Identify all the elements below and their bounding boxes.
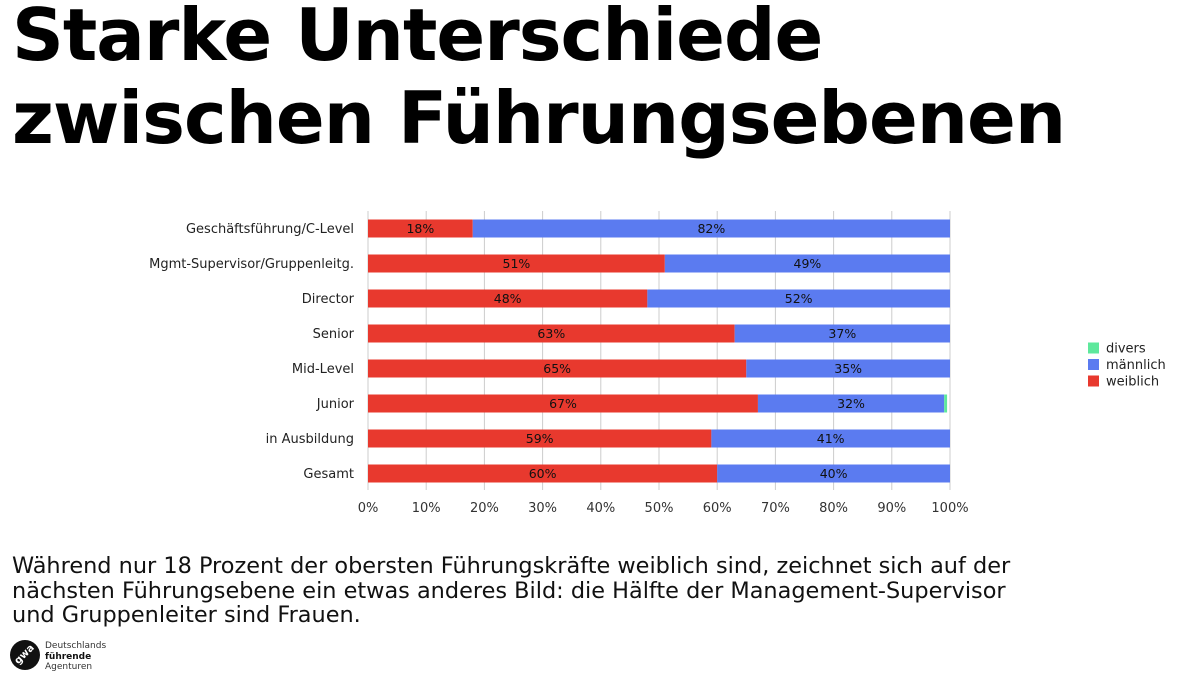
data-label: 35% (834, 361, 862, 376)
caption-line-1: Während nur 18 Prozent der obersten Führ… (12, 553, 1011, 579)
data-label: 52% (785, 291, 813, 306)
legend-swatch (1088, 375, 1099, 387)
x-tick-label: 70% (761, 501, 790, 516)
category-label: Gesamt (303, 467, 354, 482)
category-label: Mid-Level (292, 362, 354, 377)
category-label: Senior (313, 327, 355, 342)
x-tick-label: 60% (703, 501, 732, 516)
bar-segment-maennlich (746, 359, 950, 378)
chart-gridlines (367, 211, 951, 490)
bar-segment-weiblich (368, 219, 473, 238)
x-tick-label: 80% (819, 501, 848, 516)
x-tick-label: 50% (645, 501, 674, 516)
category-label: in Ausbildung (266, 432, 354, 447)
x-tick-label: 0% (358, 501, 379, 516)
x-tick-label: 90% (877, 501, 906, 516)
bar-segment-maennlich (717, 464, 950, 483)
data-label: 65% (543, 361, 571, 376)
logo-line-1: Deutschlands (45, 641, 107, 651)
chart-bars: 18% 82% 51% 49% 48% 52% 63% 37% 65% 35% 67% 32% 59% 4… (368, 219, 950, 483)
data-label: 49% (794, 256, 822, 271)
gwa-logo-mark: gwa (3, 633, 47, 677)
chart-category-labels: Geschäftsführung/C-Level Mgmt-Supervisor/… (149, 222, 355, 482)
bar-segment-divers (944, 394, 948, 413)
logo-line-3: Agenturen (45, 662, 93, 672)
x-tick-label: 40% (586, 501, 615, 516)
x-tick-label: 20% (470, 501, 499, 516)
logo-line-2: führende (45, 651, 92, 662)
caption-line-2: nächsten Führungsebene ein etwas anderes… (12, 577, 1006, 604)
caption-text: Während nur 18 Prozent der obersten Führ… (12, 554, 1197, 628)
x-tick-label: 100% (931, 501, 968, 516)
bar-segment-maennlich (734, 324, 950, 343)
category-label: Mgmt-Supervisor/Gruppenleitg. (149, 257, 354, 272)
bar-segment-weiblich (368, 429, 712, 448)
data-label: 18% (406, 221, 434, 236)
bar-segment-maennlich (757, 394, 945, 413)
legend-label: weiblich (1106, 375, 1159, 390)
page-title: Starke Unterschiede zwischen Führungsebe… (12, 0, 1066, 160)
bar-segment-weiblich (368, 394, 758, 413)
chart-x-tick-labels: 0% 10% 20% 30% 40% 50% 60% 70% 80% 90% 100% (358, 501, 969, 516)
data-label: 63% (537, 326, 565, 341)
data-label: 32% (837, 396, 865, 411)
data-label: 41% (817, 431, 845, 446)
bar-segment-weiblich (368, 289, 648, 308)
x-tick-label: 10% (412, 501, 441, 516)
data-label: 51% (503, 256, 531, 271)
category-label: Director (302, 292, 355, 307)
data-label: 60% (529, 466, 557, 481)
data-label: 59% (526, 431, 554, 446)
data-label: 67% (549, 396, 577, 411)
bar-segment-maennlich (472, 219, 950, 238)
gwa-logo: gwa Deutschlands führende Agenturen (3, 633, 130, 677)
gwa-logo-text: Deutschlands führende Agenturen (45, 641, 106, 673)
data-label: 37% (828, 326, 856, 341)
category-label: Junior (316, 397, 355, 412)
bar-segment-maennlich (647, 289, 950, 308)
title-line-2: zwischen Führungsebenen (12, 76, 1066, 160)
data-label: 82% (697, 221, 725, 236)
stacked-bar-chart: 18% 82% 51% 49% 48% 52% 63% 37% 65% 35% 67% 32% 59% 4… (149, 211, 1166, 516)
caption-line-3: und Gruppenleiter sind Frauen. (12, 602, 361, 628)
data-label: 40% (820, 466, 848, 481)
legend-swatch (1088, 359, 1099, 370)
bar-segment-weiblich (368, 464, 718, 483)
legend-swatch (1088, 342, 1099, 354)
x-tick-label: 30% (528, 501, 557, 516)
bar-segment-maennlich (711, 429, 950, 448)
legend-label: männlich (1106, 358, 1166, 373)
bar-segment-weiblich (368, 359, 747, 378)
category-label: Geschäftsführung/C-Level (186, 222, 354, 237)
data-label: 48% (494, 291, 522, 306)
legend-label: divers (1106, 342, 1146, 357)
bar-segment-weiblich (368, 324, 735, 343)
title-line-1: Starke Unterschiede (12, 0, 823, 77)
bar-segment-maennlich (664, 254, 950, 273)
bar-segment-weiblich (368, 254, 665, 273)
